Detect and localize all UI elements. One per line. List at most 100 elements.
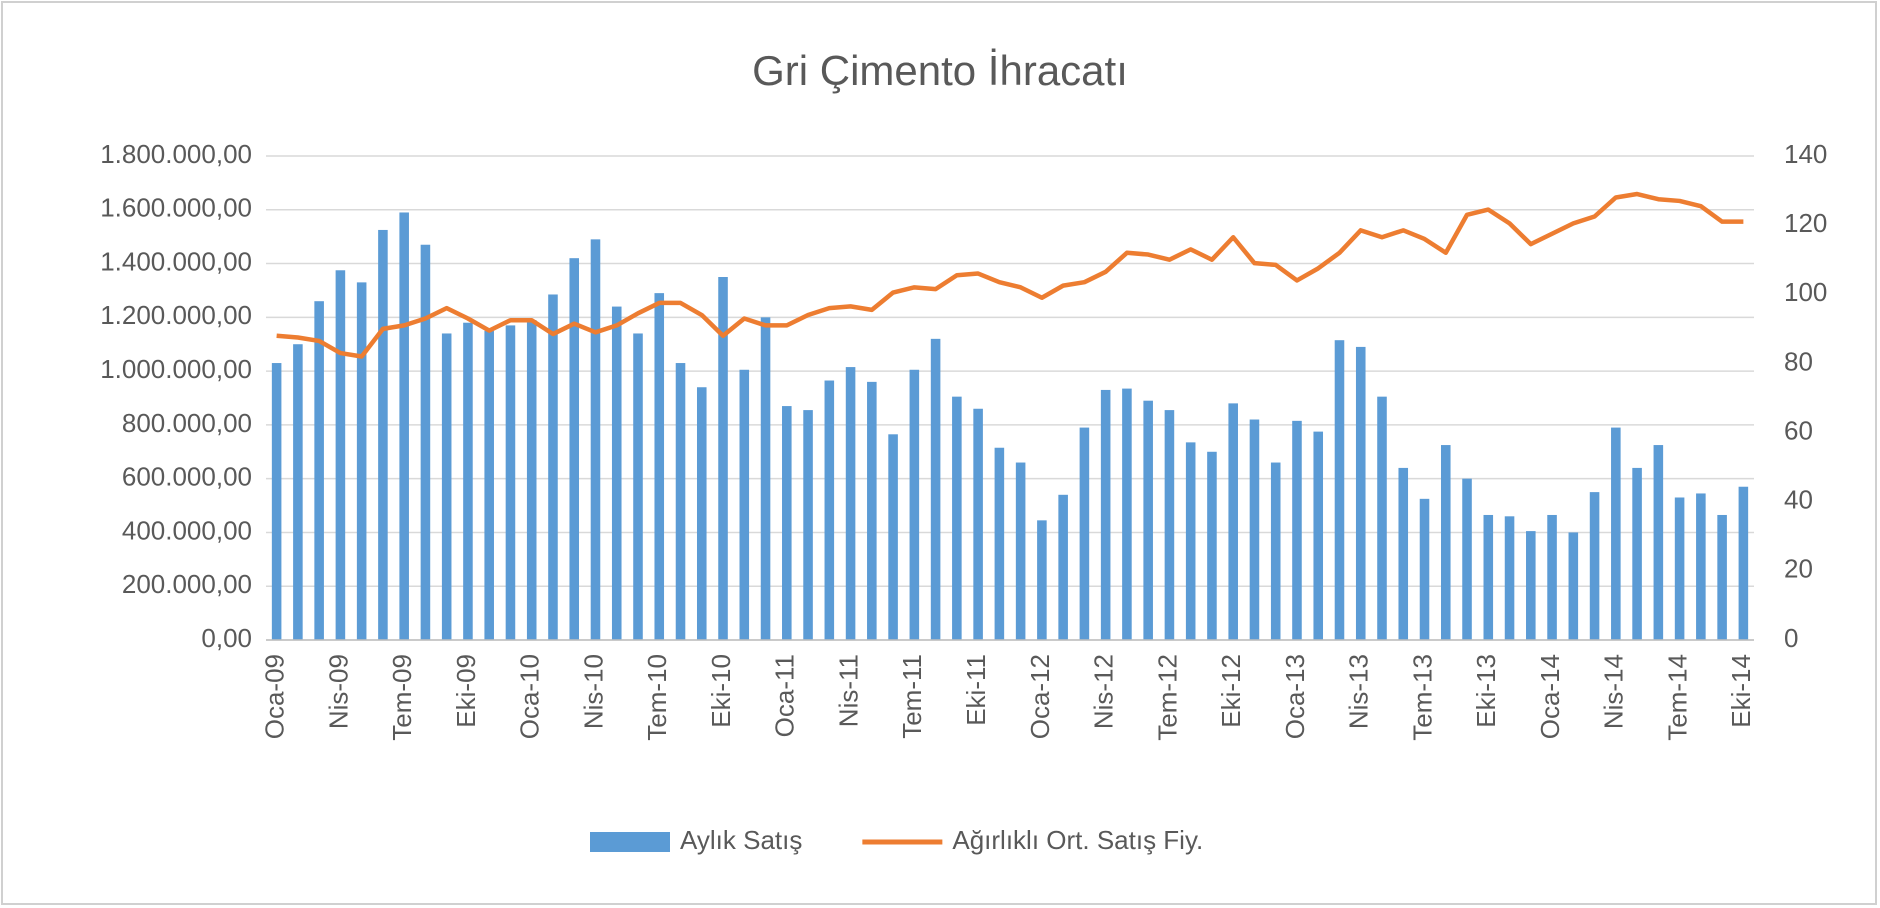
bar <box>675 363 686 640</box>
x-tick-label: Nis-14 <box>1599 654 1629 729</box>
bar <box>803 410 813 640</box>
bar <box>930 338 941 640</box>
bar <box>1037 520 1047 640</box>
bar <box>1270 462 1281 640</box>
y-tick-label: 1.600.000,00 <box>100 193 252 223</box>
x-tick-label: Nis-12 <box>1089 654 1119 729</box>
x-tick-label: Tem-12 <box>1152 654 1182 741</box>
bar <box>1547 514 1557 640</box>
bar <box>845 367 856 640</box>
bar <box>1440 445 1451 640</box>
y-tick-label: 1.800.000,00 <box>100 139 252 169</box>
bar <box>441 333 452 640</box>
bar <box>399 212 409 640</box>
bar <box>314 301 324 640</box>
y2-tick-label: 140 <box>1784 139 1827 169</box>
bar <box>569 258 580 640</box>
bar <box>1419 498 1430 640</box>
legend-label: Ağırlıklı Ort. Satış Fiy. <box>952 825 1203 855</box>
bar <box>1526 531 1536 640</box>
bar <box>1653 445 1664 640</box>
bar <box>1696 493 1706 640</box>
bar <box>1717 514 1727 640</box>
bar <box>1738 486 1749 640</box>
x-tick-label: Eki-13 <box>1471 654 1501 728</box>
bar <box>1164 410 1175 640</box>
bar <box>909 369 920 640</box>
bar <box>952 396 962 640</box>
bar <box>1122 388 1132 640</box>
bar <box>1462 478 1472 640</box>
x-tick-label: Tem-11 <box>897 654 927 739</box>
bar <box>1058 494 1068 640</box>
bar <box>1143 400 1153 640</box>
bar <box>1355 346 1366 640</box>
bar <box>420 244 431 640</box>
x-tick-label: Oca-12 <box>1025 654 1055 739</box>
bar <box>1674 497 1685 640</box>
y2-tick-label: 60 <box>1784 415 1813 445</box>
bar <box>356 282 367 640</box>
x-tick-label: Tem-10 <box>642 654 672 741</box>
bar <box>378 229 388 640</box>
bar <box>1228 403 1238 640</box>
bar <box>1483 514 1494 640</box>
bar <box>782 406 792 640</box>
bar <box>1292 420 1302 640</box>
bar <box>548 294 558 640</box>
legend-swatch <box>590 832 670 852</box>
y-tick-label: 1.000.000,00 <box>100 354 252 384</box>
bar <box>1249 419 1260 640</box>
y2-tick-label: 20 <box>1784 554 1813 584</box>
y-tick-label: 200.000,00 <box>122 569 252 599</box>
bar <box>1568 532 1579 640</box>
bar <box>505 325 516 640</box>
x-tick-label: Eki-09 <box>451 654 481 728</box>
y2-tick-label: 0 <box>1784 623 1798 653</box>
bar <box>654 293 665 640</box>
bar <box>1313 431 1324 640</box>
bar <box>526 320 537 640</box>
bar <box>867 381 877 640</box>
bar <box>718 277 728 640</box>
y-tick-label: 1.400.000,00 <box>100 246 252 276</box>
bar <box>293 344 303 640</box>
y2-tick-label: 100 <box>1784 277 1827 307</box>
bar <box>1398 467 1409 640</box>
bar <box>1589 492 1600 640</box>
y-tick-label: 800.000,00 <box>122 408 252 438</box>
x-tick-label: Oca-11 <box>770 654 800 737</box>
x-tick-label: Nis-10 <box>578 654 608 729</box>
bar <box>888 434 898 640</box>
bar <box>1377 396 1387 640</box>
bar <box>1504 516 1515 640</box>
bar <box>994 447 1005 640</box>
x-tick-label: Oca-10 <box>515 654 545 739</box>
bar <box>1079 427 1090 640</box>
x-tick-label: Oca-13 <box>1280 654 1310 739</box>
x-tick-label: Oca-14 <box>1535 654 1565 739</box>
bar <box>1632 467 1642 640</box>
bar <box>463 322 473 640</box>
chart-title: Gri Çimento İhracatı <box>752 47 1128 94</box>
x-tick-label: Eki-12 <box>1216 654 1246 728</box>
x-tick-label: Nis-11 <box>833 654 863 727</box>
y-tick-label: 1.200.000,00 <box>100 300 252 330</box>
x-tick-label: Eki-10 <box>706 654 736 728</box>
x-tick-label: Oca-09 <box>260 654 290 739</box>
x-tick-label: Eki-14 <box>1726 654 1756 728</box>
bar <box>760 317 771 640</box>
bar <box>973 408 983 640</box>
x-tick-label: Eki-11 <box>961 654 991 726</box>
y-tick-label: 0,00 <box>201 623 252 653</box>
bar <box>271 363 282 640</box>
line <box>276 191 1744 359</box>
x-tick-label: Tem-13 <box>1407 654 1437 741</box>
x-tick-label: Tem-09 <box>387 654 417 741</box>
bar <box>1334 340 1345 640</box>
y-tick-label: 600.000,00 <box>122 462 252 492</box>
bar <box>824 380 835 640</box>
y-tick-label: 400.000,00 <box>122 515 252 545</box>
bar <box>590 239 601 640</box>
